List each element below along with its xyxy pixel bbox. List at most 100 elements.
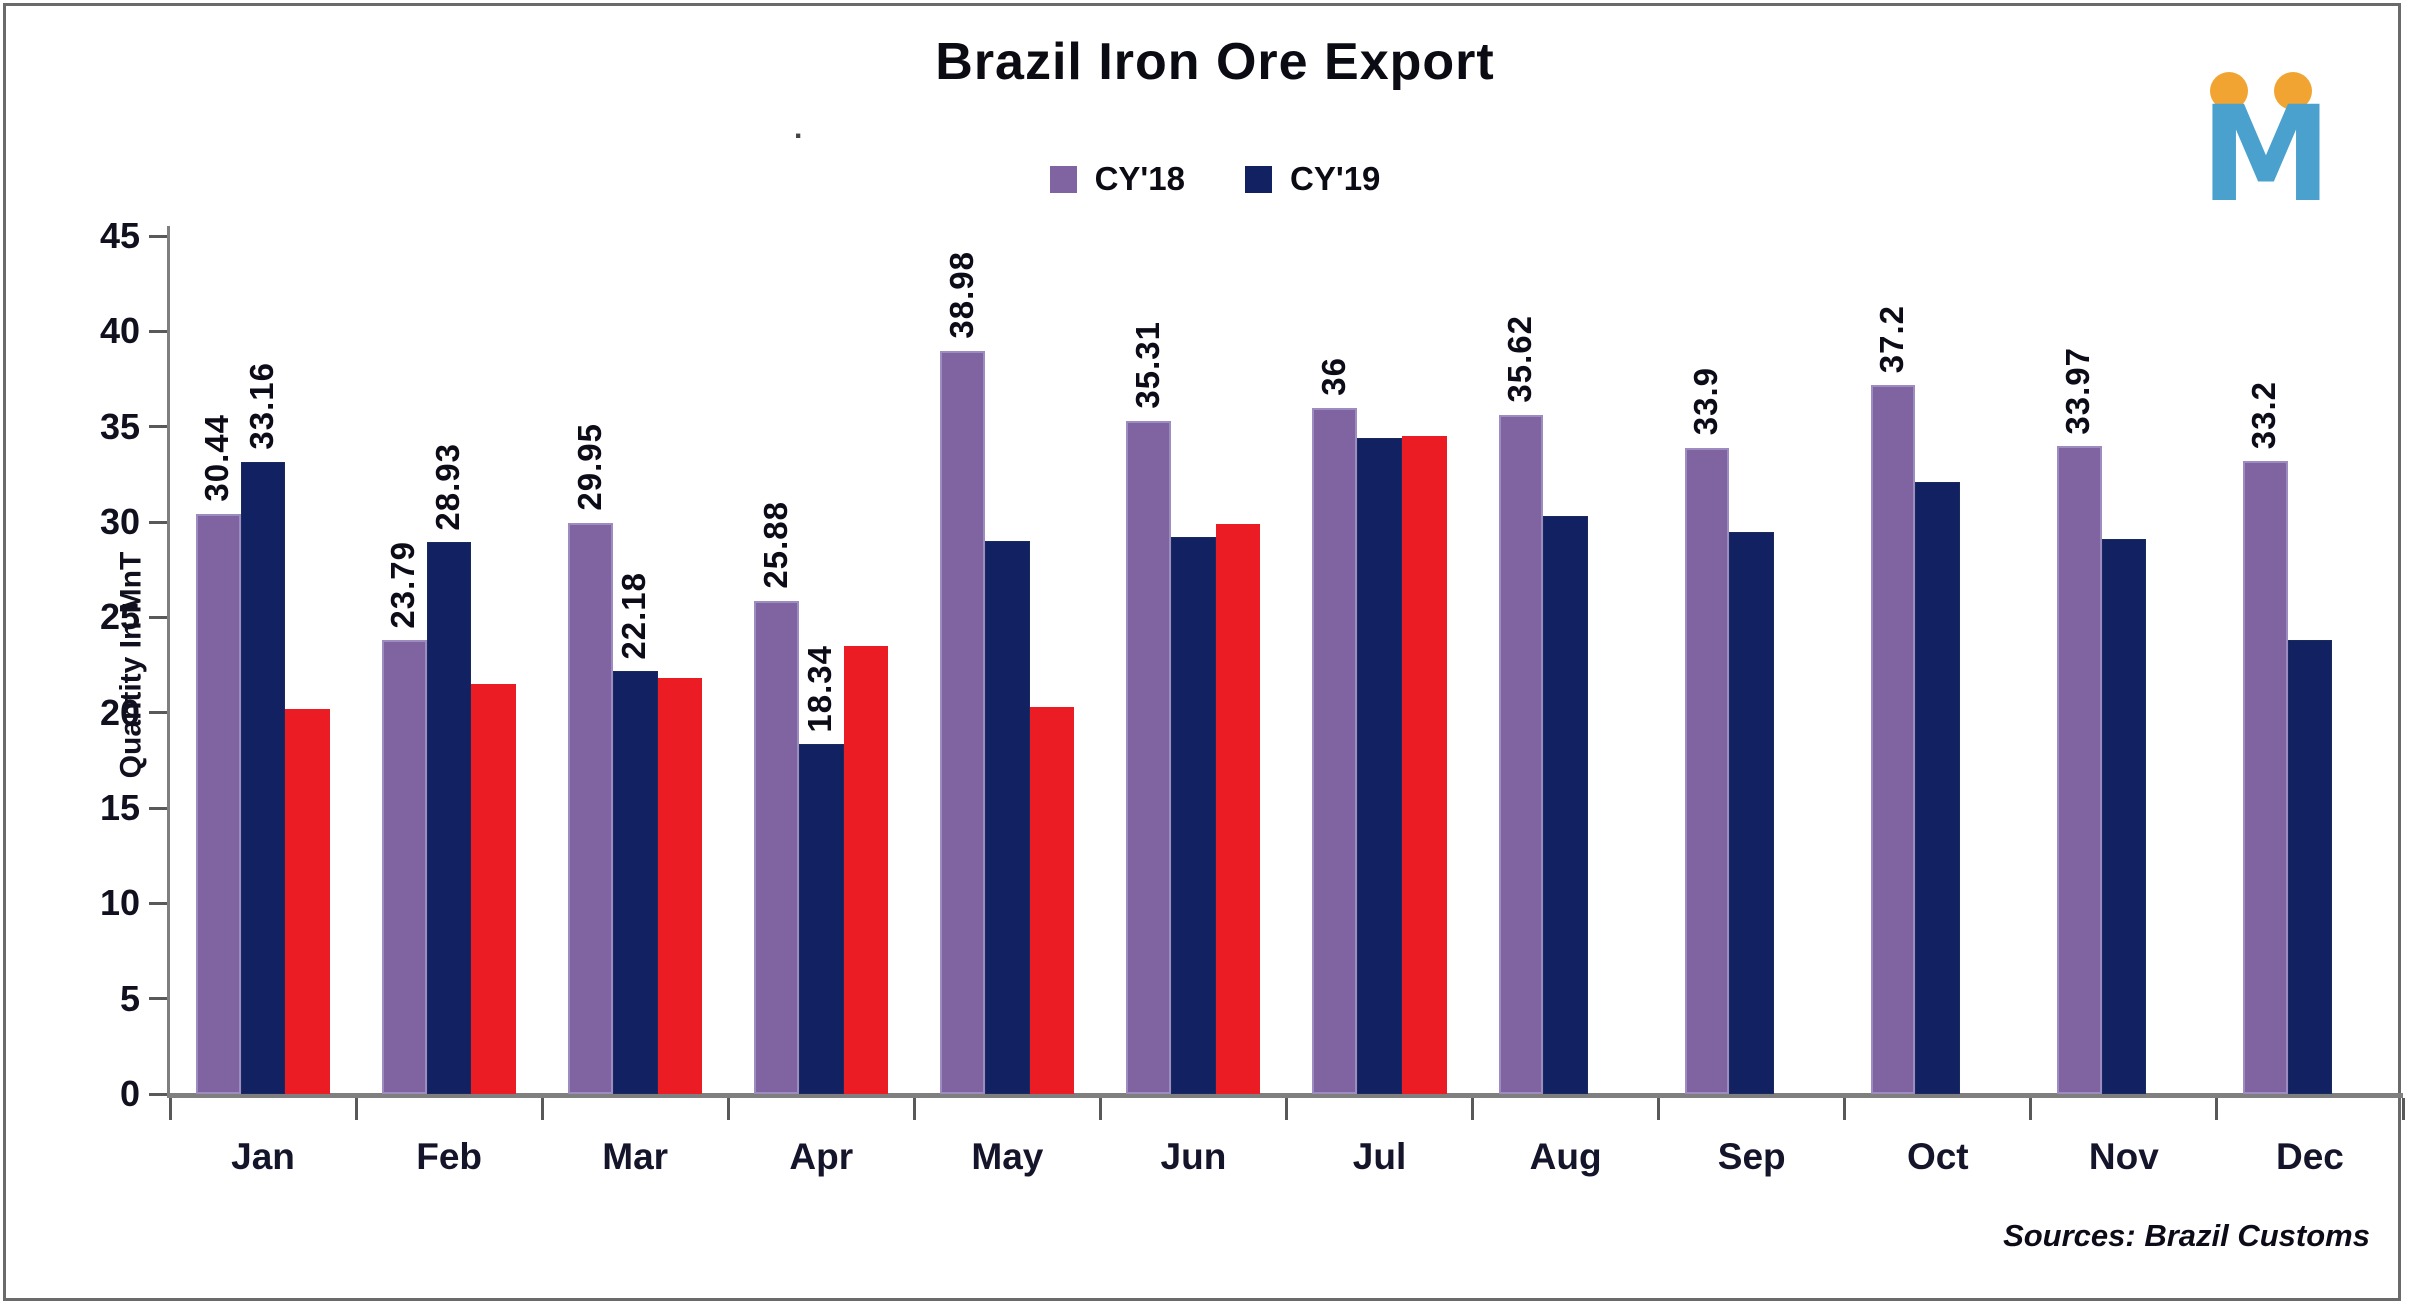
x-axis-tick	[168, 1098, 172, 1120]
y-axis-tick	[149, 1092, 167, 1096]
value-label-CY'18-oct: 37.2	[1873, 304, 1911, 373]
x-axis-tick	[1285, 1098, 1288, 1120]
y-axis-tick	[149, 520, 167, 524]
x-axis-tick	[2029, 1098, 2033, 1120]
value-label-CY'19-feb: 28.93	[429, 442, 467, 531]
y-tick-label: 5	[119, 977, 140, 1019]
legend-item: CY'18	[1049, 160, 1185, 198]
y-axis-tick	[149, 329, 167, 333]
bar-CY'18-dec	[2242, 461, 2288, 1094]
plot-area: Quantity In MnT 0 5 10 15 20 25 30 35 40 45 30.44 3…	[100, 215, 2405, 1177]
legend-label: CY'18	[1094, 160, 1185, 197]
x-axis-label-feb: Feb	[416, 1136, 482, 1177]
bar-red-series-jun	[1215, 523, 1261, 1094]
x-axis-line	[167, 1093, 2403, 1098]
y-axis-title: Quantity In MnT	[114, 551, 148, 779]
value-label-CY'18-may: 38.98	[942, 251, 980, 339]
x-axis-label-sep: Sep	[1717, 1136, 1786, 1177]
value-label-CY'18-jun: 35.31	[1128, 321, 1166, 409]
y-tick-label: 40	[99, 310, 140, 352]
y-axis-tick	[149, 425, 167, 429]
value-label-CY'18-jan: 30.44	[198, 414, 236, 502]
bar-CY'19-apr	[798, 744, 844, 1094]
x-axis-label-may: May	[971, 1136, 1044, 1177]
y-axis-tick	[149, 901, 167, 905]
y-tick-label: 25	[99, 596, 140, 638]
legend-swatch	[1245, 165, 1272, 193]
bar-CY'19-aug	[1543, 516, 1588, 1094]
y-axis-tick	[149, 997, 167, 1001]
bar-CY'19-jun	[1171, 537, 1216, 1094]
x-axis-tick	[1471, 1098, 1475, 1120]
x-axis-label-mar: Mar	[602, 1136, 669, 1177]
x-axis-tick	[912, 1098, 916, 1120]
bar-CY'18-jun	[1126, 420, 1172, 1094]
source-note: Sources: Brazil Customs	[2003, 1218, 2370, 1253]
x-axis-label-dec: Dec	[2276, 1136, 2344, 1177]
bar-CY'18-apr	[754, 600, 799, 1094]
value-label-CY'18-jul: 36	[1314, 356, 1352, 396]
x-axis-tick	[726, 1098, 730, 1120]
y-tick-label: 15	[99, 787, 140, 828]
x-axis-tick	[1098, 1098, 1102, 1120]
y-tick-label: 10	[99, 882, 140, 924]
bar-CY'19-sep	[1729, 531, 1775, 1094]
y-axis-tick	[149, 806, 167, 810]
x-axis-label-oct: Oct	[1906, 1136, 1969, 1177]
legend-label: CY'19	[1290, 160, 1381, 197]
bar-CY'18-oct	[1870, 384, 1916, 1094]
chart-title: Brazil Iron Ore Export	[935, 33, 1495, 91]
value-label-CY'18-nov: 33.97	[2059, 346, 2097, 435]
bar-CY'19-nov	[2101, 539, 2147, 1094]
y-tick-label: 30	[99, 501, 140, 542]
bar-CY'19-jul	[1357, 438, 1402, 1094]
bar-red-series-may	[1029, 706, 1075, 1094]
x-axis-label-jan: Jan	[231, 1136, 295, 1177]
x-axis-label-aug: Aug	[1529, 1136, 1602, 1177]
y-tick-label: 20	[99, 691, 140, 733]
bar-red-series-apr	[843, 645, 889, 1094]
value-label-CY'18-sep: 33.9	[1687, 367, 1724, 436]
value-label-CY'19-apr: 18.34	[801, 644, 839, 733]
y-tick-label: 35	[99, 405, 140, 447]
stray-dot: .	[794, 112, 803, 145]
y-axis-tick	[149, 615, 167, 619]
logo-dot-icon	[2274, 72, 2312, 110]
legend-swatch	[1049, 165, 1077, 193]
bar-CY'19-may	[985, 541, 1030, 1094]
value-label-CY'18-mar: 29.95	[570, 423, 608, 511]
x-axis-tick	[2215, 1098, 2219, 1120]
company-logo: M	[2186, 58, 2346, 248]
bar-CY'18-aug	[1498, 414, 1544, 1094]
y-axis-tick	[149, 711, 167, 715]
value-label-CY'18-dec: 33.2	[2245, 380, 2283, 449]
bar-CY'18-nov	[2056, 446, 2102, 1094]
x-axis-label-apr: Apr	[789, 1136, 854, 1177]
bar-CY'19-oct	[1915, 481, 1961, 1094]
bar-CY'19-dec	[2287, 640, 2333, 1094]
y-axis-tick	[149, 234, 167, 238]
y-tick-label: 0	[119, 1073, 140, 1114]
value-label-CY'18-apr: 25.88	[756, 500, 794, 589]
x-axis-label-jul: Jul	[1352, 1136, 1407, 1177]
x-axis-tick	[1843, 1098, 1847, 1120]
bar-CY'18-jul	[1312, 407, 1358, 1094]
bar-CY'19-jan	[240, 461, 286, 1094]
x-axis-tick	[540, 1098, 544, 1120]
bar-red-series-jan	[285, 708, 331, 1094]
x-axis-tick	[354, 1098, 358, 1120]
bar-CY'19-mar	[612, 671, 658, 1094]
legend-item: CY'19	[1245, 160, 1380, 198]
y-axis-line	[167, 226, 170, 1094]
bar-CY'19-feb	[426, 542, 472, 1094]
bar-CY'18-mar	[568, 522, 613, 1094]
legend: CY'18 CY'19	[0, 160, 2430, 198]
value-label-CY'19-mar: 22.18	[615, 571, 653, 660]
value-label-CY'18-feb: 23.79	[384, 540, 422, 629]
bar-red-series-feb	[471, 684, 517, 1094]
value-label-CY'19-jan: 33.16	[243, 362, 281, 450]
x-axis-label-nov: Nov	[2088, 1136, 2159, 1177]
logo-m-icon: M	[2200, 78, 2332, 232]
bar-CY'18-sep	[1684, 447, 1730, 1094]
